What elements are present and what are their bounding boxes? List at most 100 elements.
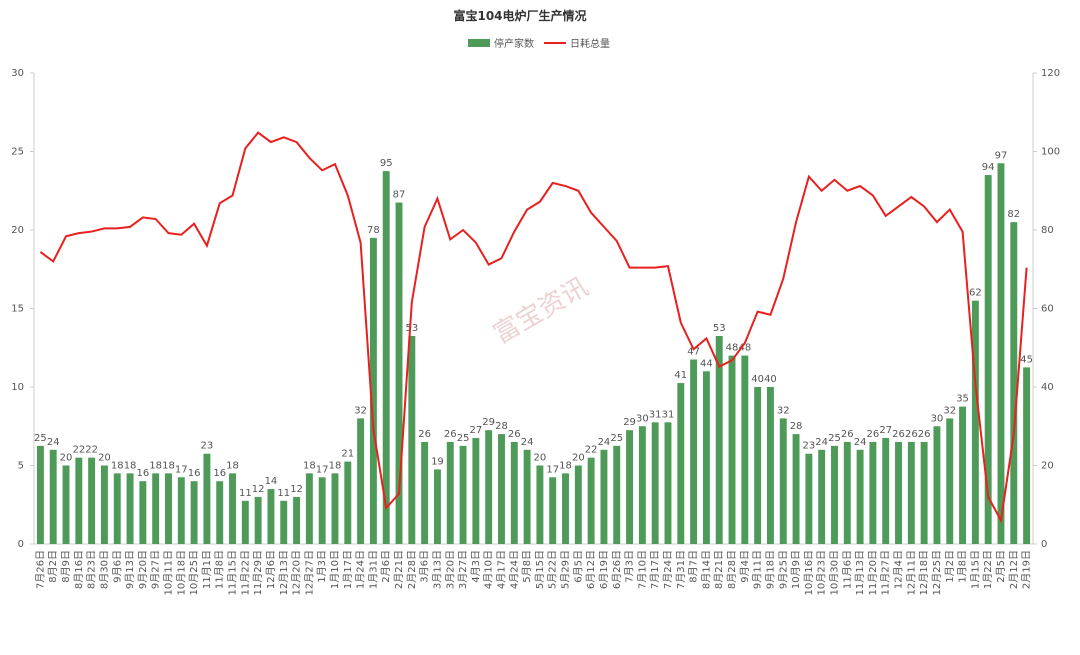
bar (766, 387, 774, 544)
x-tick-label: 3月20日 (444, 550, 456, 589)
bar-value-label: 25 (457, 433, 470, 444)
x-tick-label: 1月3日 (316, 550, 328, 583)
x-tick-label: 8月7日 (688, 550, 700, 583)
x-tick-label: 9月20日 (137, 550, 149, 589)
bar-value-label: 28 (790, 421, 803, 432)
x-tick-label: 2月12日 (1008, 550, 1020, 589)
bar-value-label: 29 (623, 417, 636, 428)
bar-value-label: 24 (815, 437, 828, 448)
bar (88, 457, 96, 544)
x-tick-label: 3月13日 (431, 550, 443, 589)
bar (139, 481, 147, 544)
bar (446, 441, 454, 544)
bar (113, 473, 121, 544)
y2-tick-label: 0 (1041, 539, 1047, 550)
bar (254, 496, 262, 544)
bar-value-label: 12 (252, 484, 265, 495)
bar (805, 453, 813, 544)
x-tick-label: 11月22日 (239, 550, 251, 595)
y2-tick-label: 100 (1041, 147, 1060, 158)
bar (510, 441, 518, 544)
bar (587, 457, 595, 544)
bar (203, 453, 211, 544)
bar-value-label: 17 (175, 464, 188, 475)
x-tick-label: 3月6日 (419, 550, 431, 583)
bar (152, 473, 160, 544)
bar (715, 335, 723, 544)
bar-value-label: 17 (316, 464, 329, 475)
x-tick-label: 10月18日 (175, 550, 187, 595)
x-tick-label: 6月26日 (611, 550, 623, 589)
bar-value-label: 40 (764, 374, 777, 385)
bar (907, 441, 915, 544)
bar-value-label: 16 (213, 468, 226, 479)
x-tick-label: 4月24日 (508, 550, 520, 589)
bar-value-label: 25 (610, 433, 623, 444)
bar (190, 481, 198, 544)
x-tick-label: 1月17日 (342, 550, 354, 589)
bar-value-label: 47 (687, 347, 700, 358)
bar (369, 237, 377, 544)
x-tick-label: 5月22日 (547, 550, 559, 589)
x-tick-label: 11月6日 (841, 550, 853, 589)
bar (100, 465, 108, 544)
bar-value-label: 18 (124, 460, 137, 471)
bar (485, 430, 493, 544)
x-tick-label: 9月27日 (150, 550, 162, 589)
bar-value-label: 18 (111, 460, 124, 471)
bar-value-label: 27 (469, 425, 482, 436)
bar-value-label: 23 (201, 441, 214, 452)
y-tick-label: 20 (11, 225, 24, 236)
x-tick-label: 10月30日 (828, 550, 840, 595)
x-tick-label: 1月2日 (944, 550, 956, 583)
x-tick-label: 8月23日 (86, 550, 98, 589)
bar (216, 481, 224, 544)
bar (856, 449, 864, 544)
x-tick-label: 5月29日 (560, 550, 572, 589)
bar-value-label: 97 (995, 150, 1008, 161)
x-tick-label: 5月8日 (521, 550, 533, 583)
x-tick-label: 9月6日 (111, 550, 123, 583)
x-tick-label: 12月20日 (291, 550, 303, 595)
bar (677, 383, 685, 544)
y-tick-label: 0 (18, 539, 24, 550)
bar-value-label: 18 (226, 460, 239, 471)
bar (395, 202, 403, 544)
bar-value-label: 40 (751, 374, 764, 385)
x-tick-label: 11月27日 (880, 550, 892, 595)
bar-value-label: 32 (943, 405, 956, 416)
x-tick-label: 2月28日 (406, 550, 418, 589)
x-tick-label: 9月18日 (764, 550, 776, 589)
bar (126, 473, 134, 544)
bar-value-label: 20 (534, 453, 547, 464)
bar-value-label: 22 (85, 445, 98, 456)
bar (408, 335, 416, 544)
y-tick-label: 5 (18, 461, 24, 472)
bar (1023, 367, 1031, 544)
bar (984, 175, 992, 545)
bar (36, 445, 44, 544)
bar-value-label: 53 (713, 323, 726, 334)
x-tick-label: 4月17日 (495, 550, 507, 589)
bar-value-label: 24 (854, 437, 867, 448)
bar-value-label: 28 (495, 421, 508, 432)
x-tick-label: 12月25日 (931, 550, 943, 595)
x-tick-label: 12月4日 (893, 550, 905, 589)
x-tick-label: 7月17日 (649, 550, 661, 589)
bar (946, 418, 954, 544)
legend-swatch (468, 39, 490, 47)
chart-title: 富宝104电炉厂生产情况 (453, 8, 586, 23)
bar (472, 438, 480, 544)
bar-value-label: 26 (892, 429, 905, 440)
bar-value-label: 32 (354, 405, 367, 416)
bar (869, 441, 877, 544)
bar-value-label: 26 (841, 429, 854, 440)
bar (382, 171, 390, 544)
bar (959, 406, 967, 544)
bar-value-label: 25 (34, 433, 47, 444)
x-tick-label: 11月8日 (214, 550, 226, 589)
y-tick-label: 10 (11, 382, 24, 393)
bar (318, 477, 326, 544)
bar (536, 465, 544, 544)
